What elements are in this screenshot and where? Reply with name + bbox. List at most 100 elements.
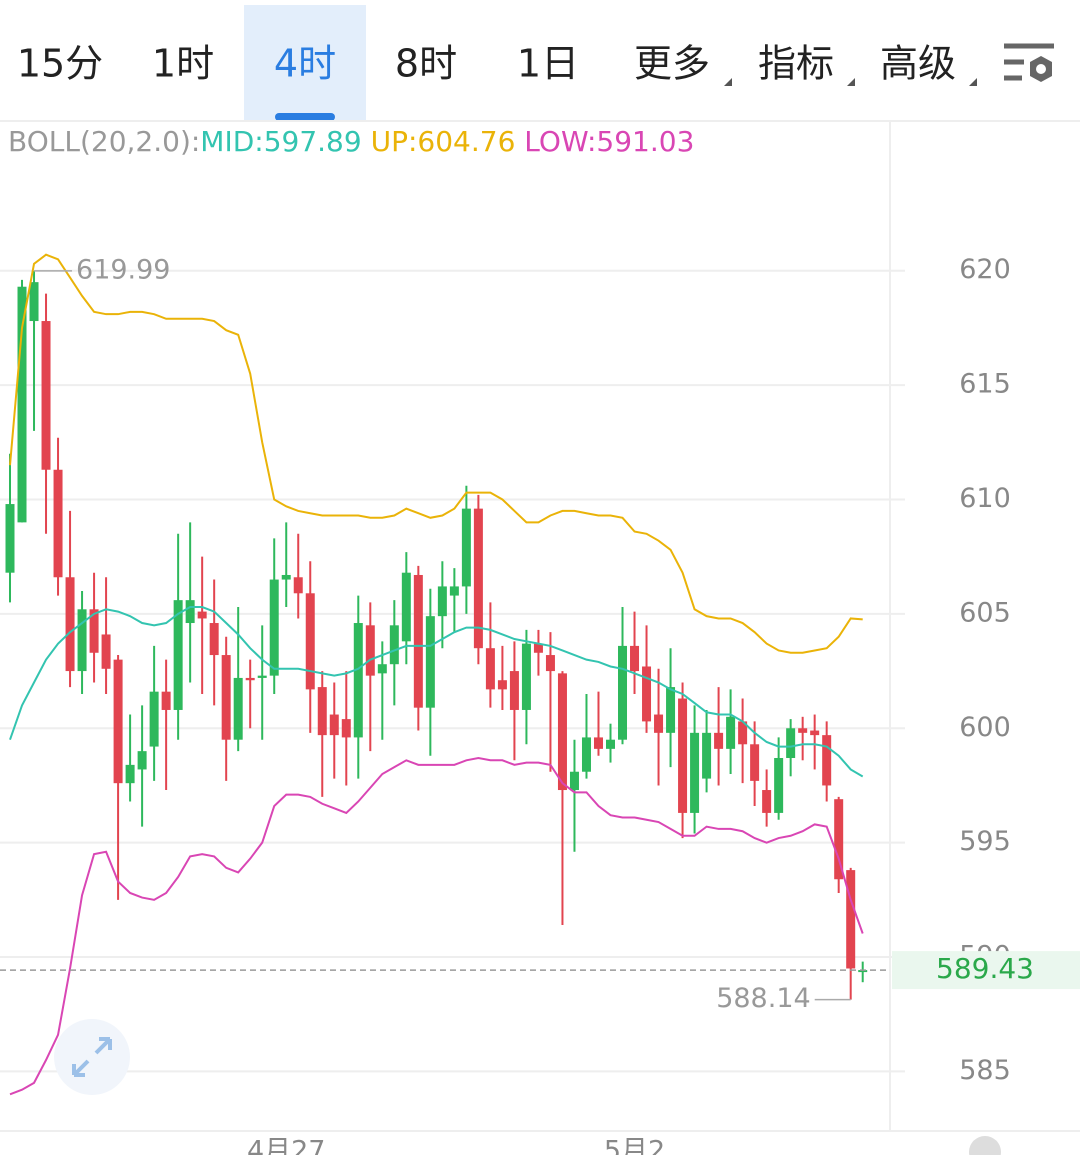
candle-body (678, 698, 688, 813)
tab[interactable]: 高级 (880, 42, 956, 86)
toolbar: 15分 1时 4时 8时 1日 更多 指标 高级 (17, 42, 956, 86)
candle-body (293, 577, 303, 594)
candle-body (209, 623, 219, 656)
price-label: 589.43 (936, 952, 1034, 985)
candle-body (233, 677, 243, 740)
candle-body (89, 609, 99, 653)
candle-body (77, 609, 87, 672)
legend-entry: MID:597.89 (200, 125, 361, 158)
y-tick-label: 595 (959, 826, 1011, 857)
candle-body (413, 574, 423, 708)
expand-button[interactable] (54, 1019, 130, 1095)
candle-body (365, 625, 375, 676)
candle-body (5, 504, 15, 573)
candle-body (690, 732, 700, 813)
y-tick-label: 585 (959, 1055, 1011, 1086)
candle-body (29, 282, 39, 322)
candle-body (17, 286, 27, 523)
candle-body (329, 714, 339, 736)
settings-icon[interactable] (1004, 43, 1054, 82)
candle-body (125, 764, 135, 784)
candle-body (101, 634, 111, 669)
candle-body (473, 508, 483, 649)
legend-entry: LOW:591.03 (524, 125, 694, 158)
y-tick-label: 600 (959, 712, 1011, 743)
candle-body (810, 730, 820, 736)
tab[interactable]: 4时 (274, 42, 336, 86)
candle-body (714, 732, 724, 749)
candle-body (245, 677, 255, 681)
candle-body (221, 655, 231, 740)
candle-body (750, 744, 760, 781)
tab[interactable]: 8时 (395, 42, 457, 86)
candle-body (834, 799, 844, 880)
indicator-label: BOLL(20,2.0): (8, 125, 200, 158)
y-tick-label: 610 (959, 483, 1011, 514)
candle-body (437, 586, 447, 617)
candle-body (533, 643, 543, 653)
tab-underline (275, 113, 335, 121)
candle-body (738, 721, 748, 745)
candle-body (305, 593, 315, 690)
min-label: 588.14 (716, 983, 810, 1014)
tab[interactable]: 15分 (17, 42, 103, 86)
x-tick-label: 5月2 (604, 1136, 665, 1155)
tab-selected-bg (244, 5, 366, 120)
legend: BOLL(20,2.0):MID:597.89 UP:604.76 LOW:59… (8, 125, 694, 158)
candle-body (497, 680, 507, 690)
candle-body (726, 716, 736, 749)
candle-body (630, 645, 640, 672)
candle-body (257, 675, 267, 678)
candle-body (377, 664, 387, 674)
candle-body (593, 737, 603, 749)
price-box (892, 951, 1080, 990)
candle-body (822, 735, 832, 786)
candle-body (798, 728, 808, 733)
tab[interactable]: 1时 (152, 42, 214, 86)
candle-body (173, 600, 183, 710)
candle-body (654, 714, 664, 733)
band-line (9, 756, 864, 1096)
candle-body (774, 758, 784, 813)
candle-body (65, 577, 75, 672)
candle-body (618, 645, 628, 740)
candle-body (401, 572, 411, 642)
candle-body (185, 600, 195, 624)
candle-body (269, 579, 279, 676)
candle-body (569, 771, 579, 791)
candle-body (137, 751, 147, 770)
candle-body (461, 508, 471, 587)
candle-body (53, 469, 63, 578)
candle-body (702, 732, 712, 779)
candle-body (642, 666, 652, 722)
candle-body (149, 691, 159, 747)
candle-body (545, 655, 555, 672)
candle-body (485, 648, 495, 690)
candle-body (762, 790, 772, 813)
candle-body (317, 687, 327, 736)
band-line (9, 606, 864, 778)
x-tick-label: 4月27 (247, 1136, 326, 1155)
candle-body (449, 586, 459, 596)
candle-body (581, 737, 591, 772)
candle-body (666, 687, 676, 733)
scroll-button[interactable] (969, 1136, 1001, 1155)
candle-body (606, 739, 615, 749)
candle-body (197, 611, 207, 619)
candle-body (425, 616, 435, 708)
tab[interactable]: 更多 (634, 42, 710, 86)
candle-body (161, 691, 171, 710)
candle-body (858, 970, 868, 973)
candle-body (353, 623, 363, 738)
candle-body (41, 321, 51, 470)
y-tick-label: 605 (959, 597, 1011, 628)
candle-body (846, 870, 856, 969)
candle-body (521, 643, 531, 710)
max-label: 619.99 (76, 254, 170, 285)
tab[interactable]: 指标 (758, 42, 834, 86)
candle-body (113, 659, 123, 784)
candle-body (557, 673, 567, 791)
tab[interactable]: 1日 (517, 42, 579, 86)
candle-body (786, 728, 796, 759)
